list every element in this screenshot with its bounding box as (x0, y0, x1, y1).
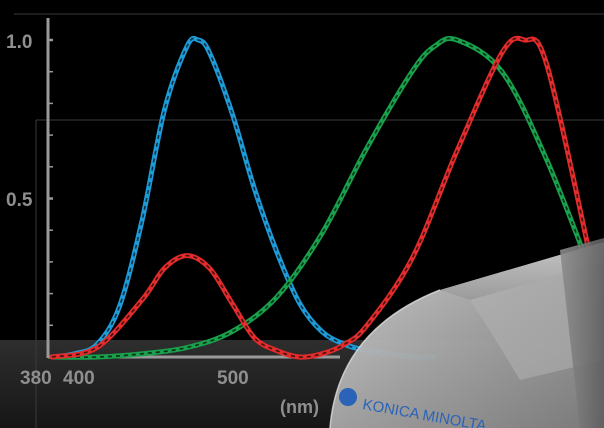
series-red-curve (49, 35, 595, 360)
x-tick-label-400: 400 (63, 368, 95, 389)
series-dotted-overlay (51, 37, 593, 359)
series-green-curve (49, 35, 595, 360)
x-axis-unit-label: (nm) (280, 397, 319, 417)
konica-minolta-instrument: KONICA MINOLTA (329, 238, 604, 428)
y-tick-label-1: 1.0 (6, 32, 32, 53)
tick-labels: 1.0 0.5 380 400 500 (nm) (6, 32, 319, 417)
x-tick-label-500: 500 (217, 368, 249, 389)
y-minor-ticks (48, 38, 53, 327)
series-dotted-overlay (51, 37, 593, 358)
x-tick-label-380: 380 (20, 368, 52, 389)
y-tick-label-0-5: 0.5 (6, 190, 33, 211)
konica-minolta-logo-icon (339, 388, 357, 406)
